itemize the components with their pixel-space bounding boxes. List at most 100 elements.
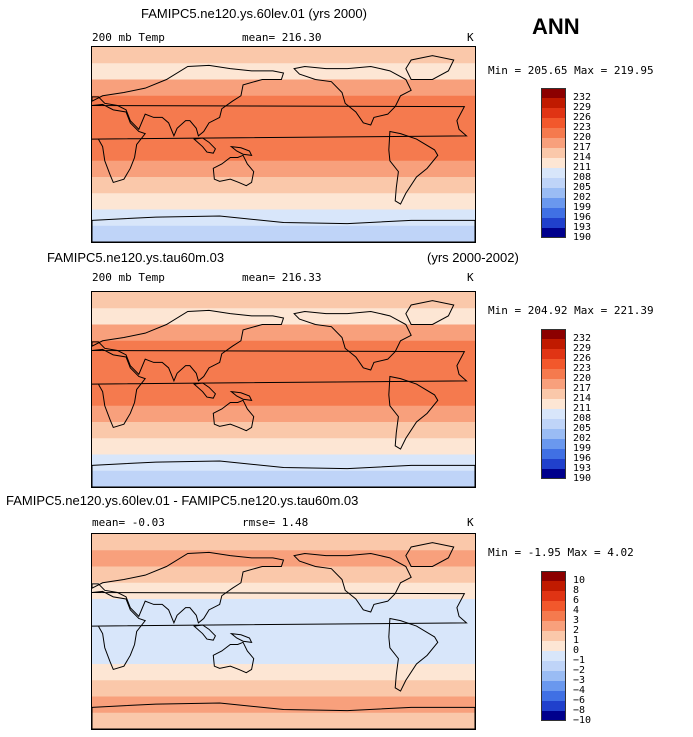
- title-panel-3: FAMIPC5.ne120.ys.60lev.01 - FAMIPC5.ne12…: [6, 493, 359, 508]
- colorbar-1: 232 229 226 223 220 217 214 211 208 205 202 199 196 1…: [541, 88, 621, 243]
- map-svg-2: [92, 292, 475, 487]
- colorbar-tick-label: −1: [573, 655, 586, 666]
- colorbar-swatch: [541, 641, 566, 651]
- zonal-band: [92, 582, 475, 600]
- colorbar-swatch: [541, 118, 566, 128]
- colorbar-tick-label: 8: [573, 585, 580, 596]
- zonal-band: [92, 324, 475, 342]
- units-label-1: K: [467, 31, 474, 44]
- colorbar-swatch: [541, 611, 566, 621]
- zonal-band: [92, 389, 475, 407]
- coastline: [92, 215, 475, 242]
- colorbar-swatch: [541, 379, 566, 389]
- colorbar-tick-label: 217: [573, 142, 592, 153]
- colorbar-swatch: [541, 671, 566, 681]
- zonal-band: [92, 647, 475, 665]
- coastline: [405, 300, 455, 325]
- colorbar-tick-label: 10: [573, 575, 586, 586]
- coastline: [388, 130, 439, 205]
- coastline: [192, 382, 217, 399]
- colorbar-swatch: [541, 409, 566, 419]
- zonal-band: [92, 340, 475, 358]
- colorbar-swatch: [541, 168, 566, 178]
- colorbar-3: 10 8 6 4 3 2 1 0 −1 −2 −3 −4 −6 −8 −10: [541, 571, 621, 726]
- zonal-band: [92, 454, 475, 472]
- mean-label-3: mean= -0.03: [92, 516, 165, 529]
- colorbar-tick-label: 4: [573, 605, 580, 616]
- colorbar-swatch: [541, 339, 566, 349]
- colorbar-swatch: [541, 591, 566, 601]
- coastline: [92, 103, 468, 184]
- zonal-band: [92, 664, 475, 681]
- colorbar-tick-label: 6: [573, 595, 580, 606]
- zonal-band: [92, 79, 475, 97]
- colorbar-tick-label: 214: [573, 152, 592, 163]
- colorbar-tick-label: −2: [573, 665, 586, 676]
- zonal-band: [92, 550, 475, 568]
- colorbar-swatch: [541, 128, 566, 138]
- map-panel-2: [91, 291, 476, 488]
- coastline: [92, 702, 475, 729]
- colorbar-tick-label: 2: [573, 625, 580, 636]
- colorbar-tick-label: 229: [573, 343, 592, 354]
- colorbar-swatch: [541, 228, 566, 238]
- coastline: [192, 137, 217, 154]
- colorbar-tick-label: 226: [573, 112, 592, 123]
- zonal-band: [92, 696, 475, 714]
- coastline: [293, 310, 412, 371]
- coastline: [192, 624, 217, 641]
- colorbar-tick-label: 220: [573, 132, 592, 143]
- colorbar-swatch: [541, 349, 566, 359]
- colorbar-swatch: [541, 369, 566, 379]
- zonal-band: [92, 615, 475, 633]
- zonal-band: [92, 357, 475, 374]
- colorbar-swatch: [541, 399, 566, 409]
- coastline: [92, 551, 285, 625]
- colorbar-swatch: [541, 208, 566, 218]
- colorbar-tick-label: −3: [573, 675, 586, 686]
- colorbar-swatch: [541, 571, 566, 581]
- colorbar-swatch: [541, 188, 566, 198]
- zonal-band: [92, 292, 475, 309]
- zonal-band: [92, 712, 475, 729]
- mean-label-2: mean= 216.33: [242, 271, 322, 284]
- colorbar-tick-label: 232: [573, 333, 592, 344]
- zonal-band: [92, 470, 475, 487]
- colorbar-tick-label: 229: [573, 102, 592, 113]
- colorbar-swatch: [541, 661, 566, 671]
- colorbar-swatch: [541, 98, 566, 108]
- coastline: [405, 542, 455, 567]
- zonal-band: [92, 160, 475, 178]
- coastline: [405, 55, 455, 80]
- map-panel-1: [91, 46, 476, 243]
- variable-label-1: 200 mb Temp: [92, 31, 165, 44]
- colorbar-swatch: [541, 198, 566, 208]
- colorbar-swatch: [541, 681, 566, 691]
- zonal-band: [92, 144, 475, 162]
- colorbar-swatch: [541, 88, 566, 98]
- colorbar-tick-label: 220: [573, 373, 592, 384]
- colorbar-tick-label: −6: [573, 695, 586, 706]
- mean-label-1: mean= 216.30: [242, 31, 322, 44]
- colorbar-swatch: [541, 439, 566, 449]
- colorbar-swatch: [541, 178, 566, 188]
- zonal-band: [92, 308, 475, 326]
- colorbar-swatch: [541, 359, 566, 369]
- zonal-band: [92, 112, 475, 129]
- colorbar-tick-label: 232: [573, 92, 592, 103]
- colorbar-tick-label: 208: [573, 172, 592, 183]
- zonal-band: [92, 680, 475, 698]
- colorbar-tick-label: 223: [573, 122, 592, 133]
- variable-label-2: 200 mb Temp: [92, 271, 165, 284]
- colorbar-tick-label: 199: [573, 202, 592, 213]
- zonal-band: [92, 95, 475, 113]
- colorbar-swatch: [541, 631, 566, 641]
- zonal-band: [92, 373, 475, 391]
- coastline: [388, 375, 439, 450]
- coastline: [212, 399, 255, 432]
- map-panel-3: [91, 533, 476, 730]
- colorbar-tick-label: −4: [573, 685, 586, 696]
- colorbar-swatch: [541, 429, 566, 439]
- zonal-band: [92, 177, 475, 194]
- colorbar-swatch: [541, 601, 566, 611]
